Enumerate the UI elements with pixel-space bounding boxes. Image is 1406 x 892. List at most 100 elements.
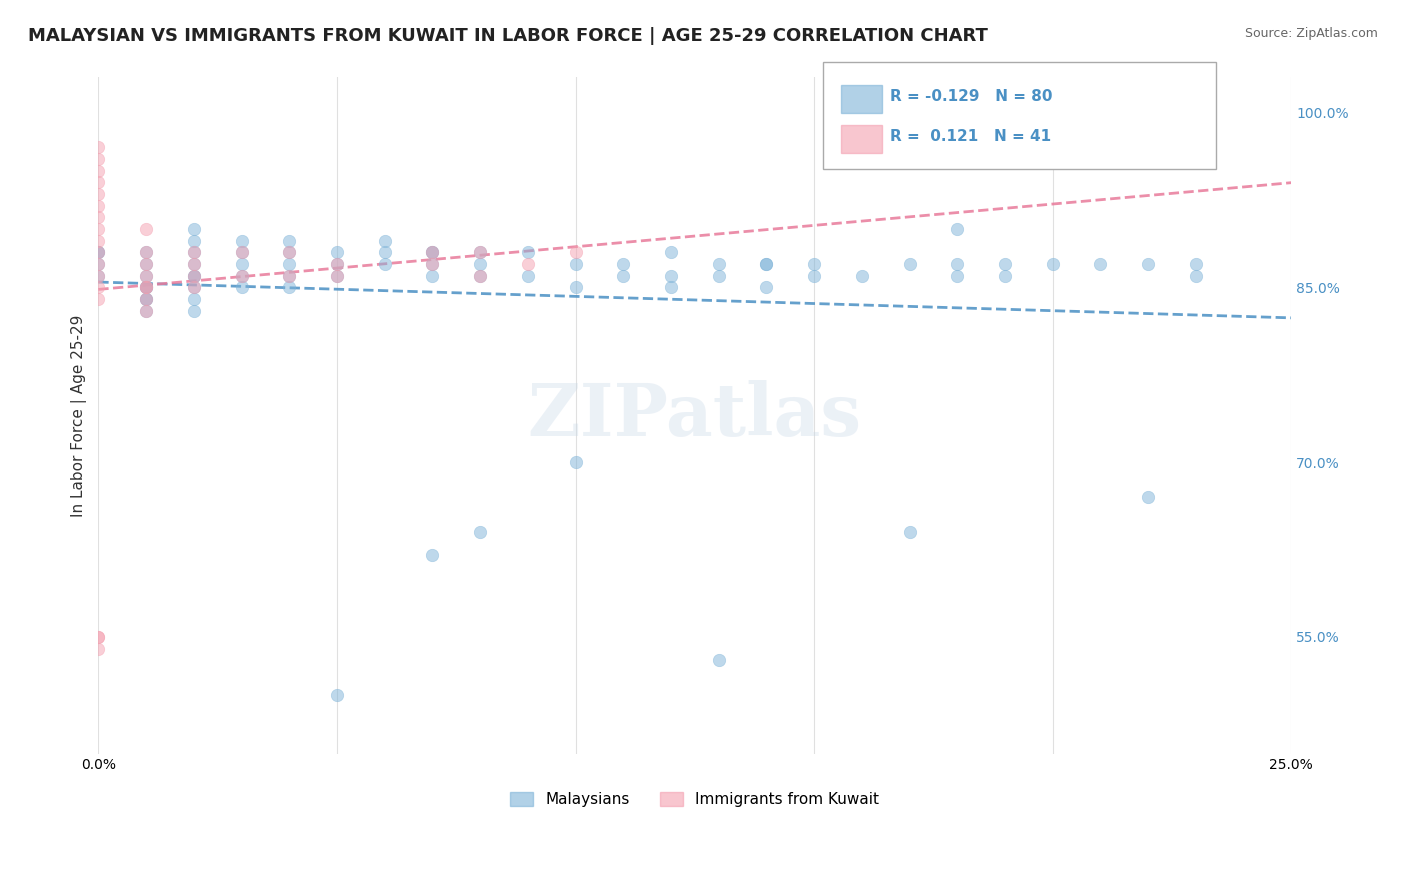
Point xyxy=(135,280,157,294)
Point xyxy=(516,268,538,283)
Point xyxy=(994,257,1017,271)
Point xyxy=(231,280,253,294)
Point xyxy=(468,245,491,260)
Point xyxy=(87,222,110,236)
Point xyxy=(183,292,205,306)
Point xyxy=(278,280,301,294)
Point xyxy=(183,234,205,248)
Point xyxy=(468,257,491,271)
Point xyxy=(755,257,778,271)
Point xyxy=(231,245,253,260)
Point xyxy=(326,245,349,260)
Point xyxy=(135,292,157,306)
Point xyxy=(422,245,444,260)
Point xyxy=(135,268,157,283)
Point xyxy=(278,268,301,283)
Y-axis label: In Labor Force | Age 25-29: In Labor Force | Age 25-29 xyxy=(72,314,87,516)
Point xyxy=(183,268,205,283)
Point xyxy=(564,245,586,260)
Point xyxy=(135,280,157,294)
Point xyxy=(326,268,349,283)
Point xyxy=(135,268,157,283)
Point xyxy=(468,245,491,260)
Point xyxy=(87,630,110,644)
Point xyxy=(326,257,349,271)
Point xyxy=(231,257,253,271)
Legend: Malaysians, Immigrants from Kuwait: Malaysians, Immigrants from Kuwait xyxy=(505,786,886,814)
Point xyxy=(87,268,110,283)
Point xyxy=(183,245,205,260)
Point xyxy=(231,268,253,283)
Point xyxy=(755,257,778,271)
Point xyxy=(422,268,444,283)
Point xyxy=(87,152,110,166)
Point xyxy=(803,257,825,271)
Point xyxy=(659,268,682,283)
Point xyxy=(87,292,110,306)
Point xyxy=(803,268,825,283)
Point xyxy=(374,234,396,248)
Point xyxy=(183,268,205,283)
Point xyxy=(422,245,444,260)
Point xyxy=(87,630,110,644)
Point xyxy=(851,268,873,283)
Point xyxy=(135,292,157,306)
Point xyxy=(87,257,110,271)
Point xyxy=(422,549,444,563)
Point xyxy=(326,268,349,283)
Point xyxy=(87,268,110,283)
Point xyxy=(135,303,157,318)
Point xyxy=(87,257,110,271)
Point xyxy=(135,280,157,294)
Point xyxy=(422,257,444,271)
Point xyxy=(183,280,205,294)
Point xyxy=(278,268,301,283)
Point xyxy=(755,280,778,294)
Point xyxy=(468,268,491,283)
Point xyxy=(468,268,491,283)
Point xyxy=(87,641,110,656)
Point xyxy=(516,245,538,260)
Point xyxy=(659,245,682,260)
Point xyxy=(231,245,253,260)
Point xyxy=(278,245,301,260)
Point xyxy=(135,292,157,306)
Point xyxy=(183,303,205,318)
Point xyxy=(707,268,730,283)
Point xyxy=(135,245,157,260)
Point xyxy=(183,268,205,283)
Point xyxy=(374,257,396,271)
Point xyxy=(612,257,634,271)
Point xyxy=(468,524,491,539)
Point xyxy=(87,245,110,260)
Point xyxy=(87,199,110,213)
Point xyxy=(278,257,301,271)
Point xyxy=(135,257,157,271)
Text: R = -0.129   N = 80: R = -0.129 N = 80 xyxy=(890,89,1053,103)
Point xyxy=(1137,257,1160,271)
Point xyxy=(87,280,110,294)
Point xyxy=(135,303,157,318)
Point xyxy=(278,245,301,260)
Point xyxy=(135,222,157,236)
Point xyxy=(374,245,396,260)
Point xyxy=(1090,257,1112,271)
Point xyxy=(898,257,921,271)
Point xyxy=(946,222,969,236)
Point xyxy=(135,280,157,294)
Point xyxy=(87,234,110,248)
Point xyxy=(994,268,1017,283)
Point xyxy=(87,245,110,260)
Point xyxy=(183,257,205,271)
Text: Source: ZipAtlas.com: Source: ZipAtlas.com xyxy=(1244,27,1378,40)
Point xyxy=(564,257,586,271)
Point xyxy=(183,222,205,236)
Point xyxy=(183,280,205,294)
Point xyxy=(1137,490,1160,504)
Point xyxy=(946,268,969,283)
Point xyxy=(278,234,301,248)
Point xyxy=(422,245,444,260)
Point xyxy=(135,257,157,271)
Point xyxy=(183,245,205,260)
Point xyxy=(135,245,157,260)
